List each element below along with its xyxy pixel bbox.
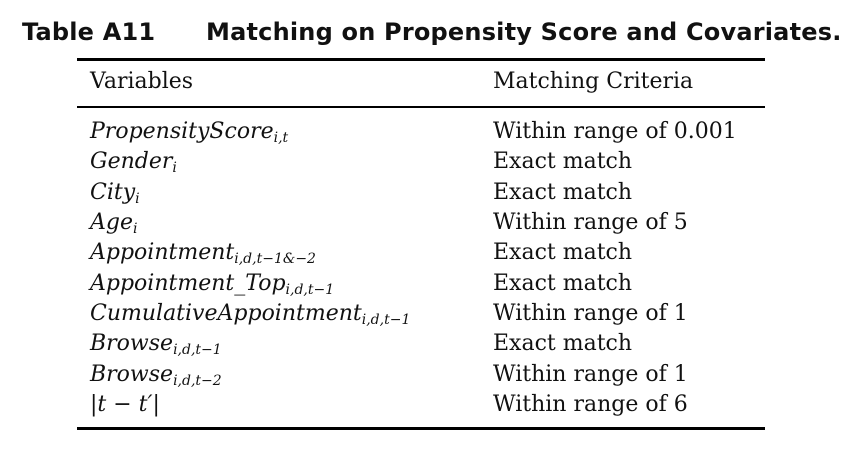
criteria-cell: Within range of 5 — [493, 210, 688, 235]
variable-cell: Browsei,d,t−2 — [90, 362, 222, 389]
table-label: Table A11 — [22, 18, 156, 46]
table-row: Appointment_Topi,d,t−1 Exact match — [0, 269, 842, 299]
criteria-cell: Within range of 0.001 — [493, 119, 737, 144]
variable-cell: Appointment_Topi,d,t−1 — [90, 271, 335, 298]
top-rule — [77, 58, 765, 61]
table-row: Appointmenti,d,t−1&−2 Exact match — [0, 238, 842, 268]
criteria-cell: Within range of 1 — [493, 301, 688, 326]
criteria-cell: Exact match — [493, 149, 633, 174]
table-row: Genderi Exact match — [0, 147, 842, 177]
table-row: Browsei,d,t−1 Exact match — [0, 329, 842, 359]
criteria-cell: Within range of 1 — [493, 362, 688, 387]
criteria-cell: Exact match — [493, 240, 633, 265]
header-rule — [77, 106, 765, 108]
table-row: PropensityScorei,t Within range of 0.001 — [0, 117, 842, 147]
header-matching-criteria: Matching Criteria — [493, 69, 694, 94]
table-row: |t − t′| Within range of 6 — [0, 390, 842, 420]
variable-cell: CumulativeAppointmenti,d,t−1 — [90, 301, 411, 328]
variable-cell: |t − t′| — [90, 392, 160, 417]
criteria-cell: Exact match — [493, 271, 633, 296]
variable-cell: Cityi — [90, 180, 140, 207]
table-caption: Table A11 Matching on Propensity Score a… — [22, 14, 841, 50]
table-title: Matching on Propensity Score and Covaria… — [206, 18, 842, 46]
criteria-cell: Exact match — [493, 180, 633, 205]
table-row: Agei Within range of 5 — [0, 208, 842, 238]
variable-cell: Agei — [90, 210, 138, 237]
variable-cell: Appointmenti,d,t−1&−2 — [90, 240, 316, 267]
variable-cell: Genderi — [90, 149, 177, 176]
header-variables: Variables — [90, 69, 194, 94]
table-row: CumulativeAppointmenti,d,t−1 Within rang… — [0, 299, 842, 329]
criteria-cell: Exact match — [493, 331, 633, 356]
variable-cell: PropensityScorei,t — [90, 119, 289, 146]
variable-cell: Browsei,d,t−1 — [90, 331, 222, 358]
bottom-rule — [77, 427, 765, 430]
criteria-cell: Within range of 6 — [493, 392, 688, 417]
table-row: Cityi Exact match — [0, 178, 842, 208]
table-row: Browsei,d,t−2 Within range of 1 — [0, 360, 842, 390]
